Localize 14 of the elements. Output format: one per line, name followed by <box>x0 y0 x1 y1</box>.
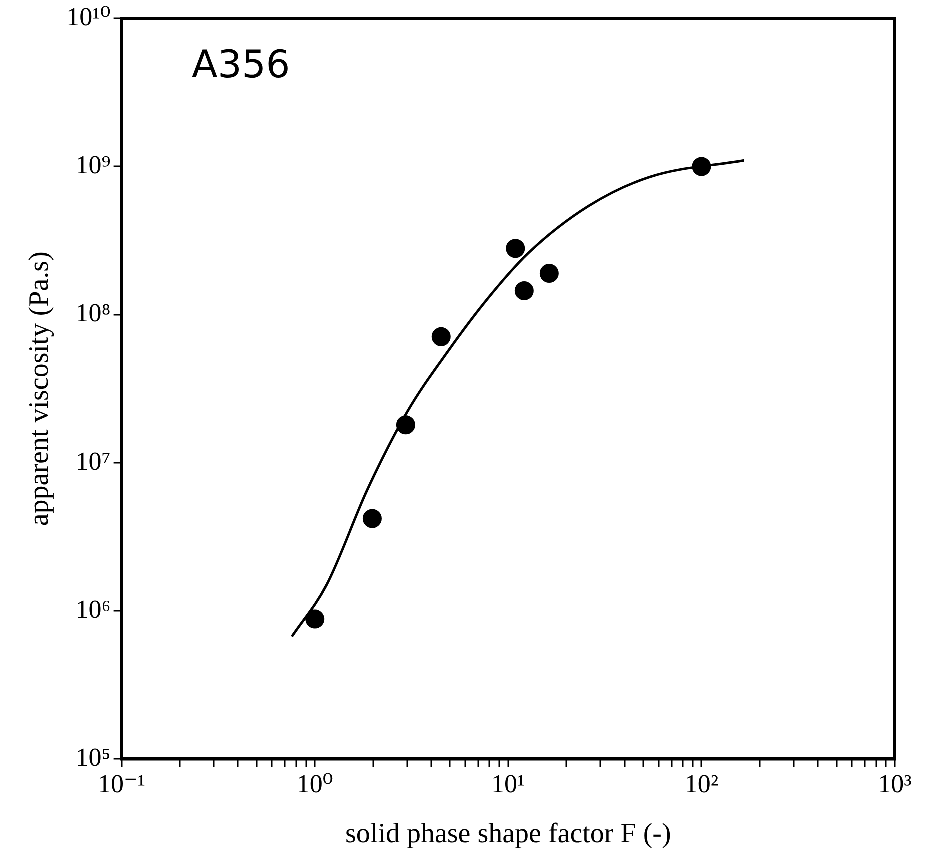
x-axis-title: solid phase shape factor F (-) <box>346 818 672 850</box>
y-tick-label: 10⁹ <box>76 150 111 180</box>
y-tick-label: 10⁷ <box>76 446 111 476</box>
y-tick-label: 10⁵ <box>76 743 111 772</box>
annotation: A356 <box>192 42 290 86</box>
x-tick-label: 10³ <box>878 770 912 799</box>
y-tick-label: 10⁶ <box>76 594 111 624</box>
x-tick-label: 10⁰ <box>296 770 334 799</box>
y-tick-label: 10¹⁰ <box>66 2 111 32</box>
x-tick-label: 10² <box>684 770 719 799</box>
x-tick-label: 10⁻¹ <box>98 770 146 799</box>
y-tick-label: 10⁸ <box>76 298 111 328</box>
y-axis-title: apparent viscosity (Pa.s) <box>24 252 56 526</box>
x-tick-label: 10¹ <box>492 770 526 799</box>
